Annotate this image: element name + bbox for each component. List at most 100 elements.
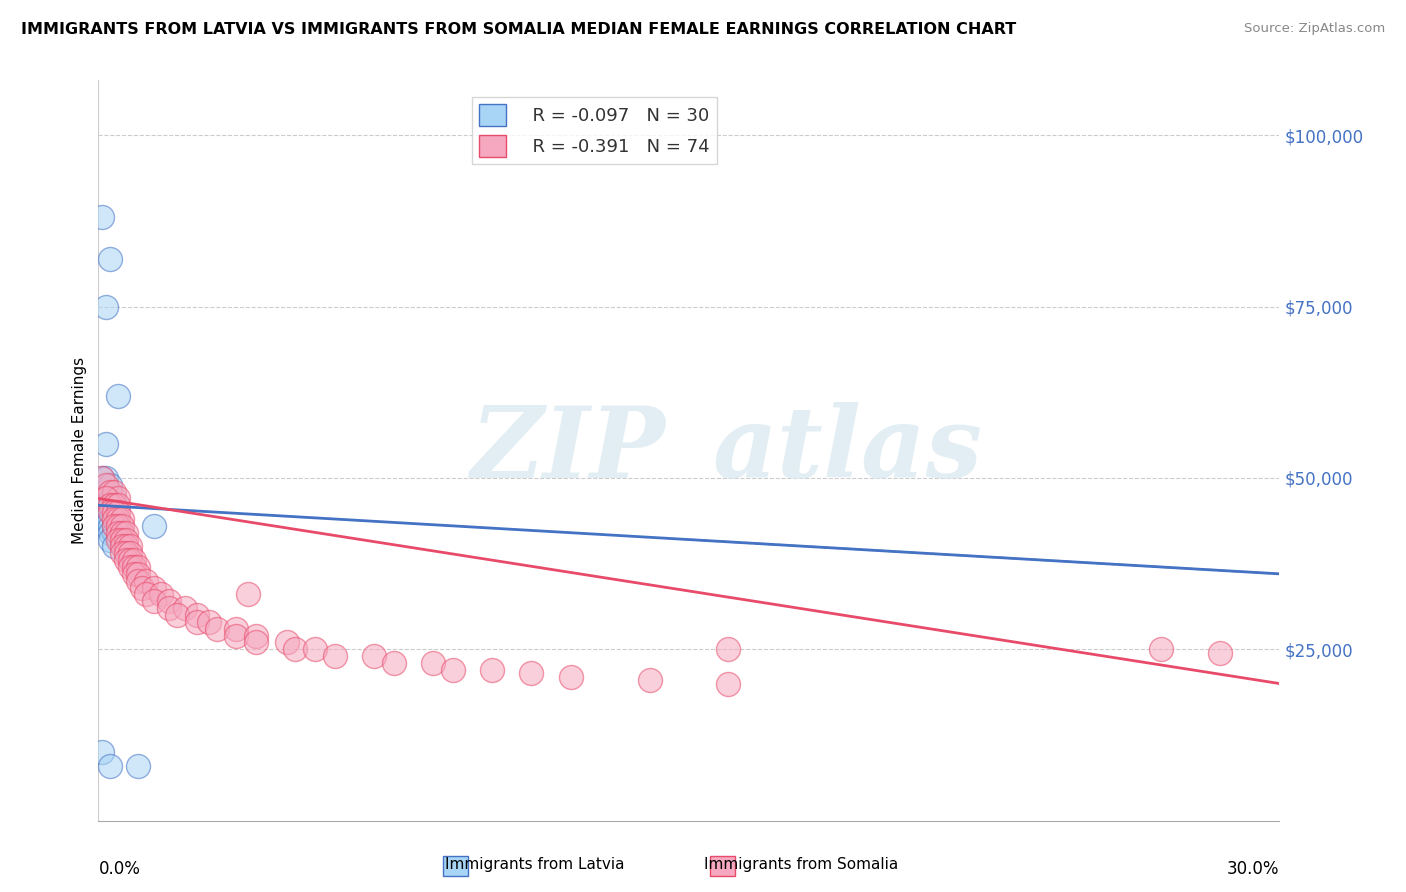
Point: [115, 546, 138, 560]
Point: [103, 525, 125, 540]
Point: [115, 525, 138, 540]
Point: [122, 560, 145, 574]
Point: [157, 594, 180, 608]
Point: [481, 663, 503, 677]
Point: [98, 505, 121, 519]
Point: [118, 553, 141, 567]
Point: [245, 628, 267, 642]
Point: [91, 471, 114, 485]
Point: [157, 601, 180, 615]
Point: [127, 560, 149, 574]
Point: [225, 628, 247, 642]
Legend:   R = -0.097   N = 30,   R = -0.391   N = 74: R = -0.097 N = 30, R = -0.391 N = 74: [472, 96, 717, 164]
Point: [111, 533, 134, 547]
Text: IMMIGRANTS FROM LATVIA VS IMMIGRANTS FROM SOMALIA MEDIAN FEMALE EARNINGS CORRELA: IMMIGRANTS FROM LATVIA VS IMMIGRANTS FRO…: [21, 22, 1017, 37]
Point: [560, 670, 582, 684]
Point: [245, 635, 267, 649]
Point: [197, 615, 219, 629]
Point: [422, 656, 444, 670]
Point: [118, 546, 141, 560]
Point: [122, 553, 145, 567]
Point: [103, 505, 125, 519]
Point: [174, 601, 197, 615]
Point: [98, 519, 121, 533]
Point: [96, 512, 118, 526]
Point: [107, 519, 129, 533]
Point: [236, 587, 259, 601]
Point: [304, 642, 326, 657]
Text: Immigrants from Latvia: Immigrants from Latvia: [444, 857, 624, 872]
Text: ZIP: ZIP: [471, 402, 665, 499]
Text: atlas: atlas: [713, 402, 983, 499]
Point: [98, 525, 121, 540]
Point: [115, 540, 138, 554]
Point: [98, 512, 121, 526]
Point: [717, 642, 740, 657]
Point: [638, 673, 661, 687]
Point: [107, 533, 129, 547]
Point: [96, 436, 118, 450]
Point: [111, 525, 134, 540]
Point: [1209, 646, 1232, 660]
Point: [127, 759, 149, 773]
Point: [98, 505, 121, 519]
Point: [103, 519, 125, 533]
Point: [98, 498, 121, 512]
Point: [98, 498, 121, 512]
Point: [520, 666, 543, 681]
Point: [107, 525, 129, 540]
Point: [111, 546, 134, 560]
Point: [118, 540, 141, 554]
Point: [284, 642, 307, 657]
Text: Immigrants from Somalia: Immigrants from Somalia: [704, 857, 898, 872]
Point: [135, 587, 157, 601]
Point: [122, 566, 145, 581]
Point: [96, 498, 118, 512]
Point: [107, 498, 129, 512]
Point: [111, 540, 134, 554]
Point: [150, 587, 173, 601]
Point: [98, 477, 121, 491]
Y-axis label: Median Female Earnings: Median Female Earnings: [72, 357, 87, 544]
Point: [363, 649, 385, 664]
Point: [103, 484, 125, 499]
Point: [96, 491, 118, 506]
Point: [98, 533, 121, 547]
Point: [186, 615, 208, 629]
Point: [103, 519, 125, 533]
Point: [276, 635, 298, 649]
Point: [91, 745, 114, 759]
Point: [98, 491, 121, 506]
Point: [441, 663, 464, 677]
Point: [135, 574, 157, 588]
Point: [107, 505, 129, 519]
Point: [107, 512, 129, 526]
Point: [107, 389, 129, 403]
Point: [111, 512, 134, 526]
Point: [142, 519, 165, 533]
Point: [96, 300, 118, 314]
Point: [225, 622, 247, 636]
Text: Source: ZipAtlas.com: Source: ZipAtlas.com: [1244, 22, 1385, 36]
Point: [96, 471, 118, 485]
Point: [127, 574, 149, 588]
Point: [205, 622, 228, 636]
Point: [91, 505, 114, 519]
Point: [142, 594, 165, 608]
Point: [166, 607, 188, 622]
Point: [96, 519, 118, 533]
Point: [103, 540, 125, 554]
Point: [98, 484, 121, 499]
Text: 30.0%: 30.0%: [1227, 860, 1279, 878]
Point: [115, 553, 138, 567]
Point: [103, 498, 125, 512]
Point: [382, 656, 405, 670]
Point: [323, 649, 346, 664]
Point: [96, 505, 118, 519]
Point: [91, 211, 114, 225]
Point: [96, 491, 118, 506]
Point: [103, 512, 125, 526]
Point: [107, 491, 129, 506]
Point: [127, 566, 149, 581]
Point: [111, 519, 134, 533]
